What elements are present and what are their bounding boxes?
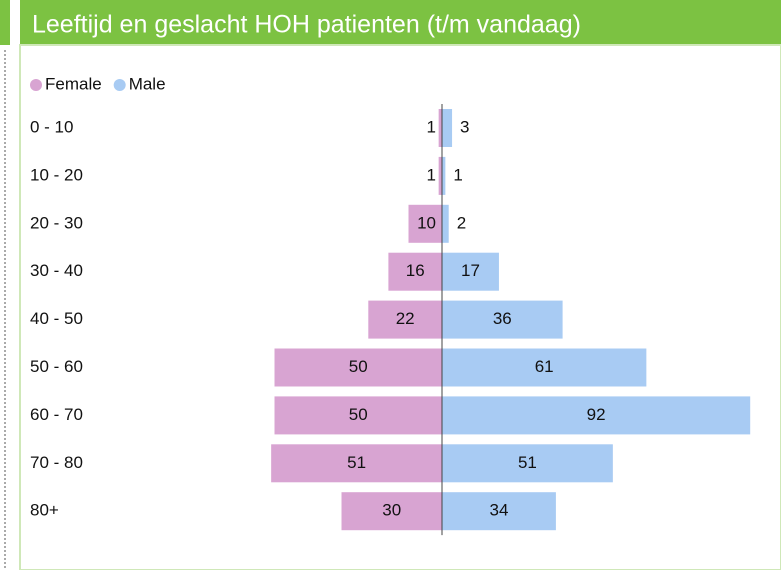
data-label: 22 — [396, 309, 415, 328]
bar — [442, 348, 647, 387]
bar — [442, 300, 563, 339]
data-label: 50 — [349, 357, 368, 376]
chart-title: Leeftijd en geslacht HOH patienten (t/m … — [32, 11, 581, 39]
data-label: 51 — [518, 453, 537, 472]
legend-swatch — [113, 79, 126, 91]
data-label: 30 — [382, 501, 401, 520]
category-label: 10 - 20 — [30, 165, 83, 184]
left-accent — [0, 0, 10, 45]
bar — [442, 492, 556, 531]
bar — [408, 204, 442, 243]
category-label: 30 - 40 — [30, 261, 83, 280]
data-label: 1 — [427, 165, 436, 184]
bar — [341, 492, 442, 531]
data-label: 2 — [457, 213, 466, 232]
data-label: 50 — [349, 405, 368, 424]
bar — [442, 204, 449, 243]
bar — [274, 396, 442, 435]
data-label: 34 — [489, 501, 508, 520]
data-label: 1 — [427, 117, 436, 136]
bar — [442, 444, 613, 483]
bar — [438, 156, 442, 195]
legend-label: Female — [45, 74, 102, 93]
category-label: 50 - 60 — [30, 357, 83, 376]
data-label: 3 — [460, 117, 469, 136]
category-label: 60 - 70 — [30, 405, 83, 424]
category-label: 20 - 30 — [30, 213, 83, 232]
bar — [388, 252, 442, 291]
bar — [442, 156, 446, 195]
data-label: 92 — [587, 405, 606, 424]
header-bar — [20, 0, 781, 45]
bar — [368, 300, 442, 339]
data-label: 36 — [493, 309, 512, 328]
data-label: 10 — [417, 213, 436, 232]
bar — [274, 348, 442, 387]
category-label: 70 - 80 — [30, 453, 83, 472]
bar — [438, 109, 442, 147]
bar — [442, 396, 751, 435]
data-label: 17 — [461, 261, 480, 280]
panel-border — [19, 44, 781, 570]
legend-label: Male — [129, 74, 166, 93]
bar — [442, 252, 499, 291]
bar — [442, 109, 453, 147]
data-label: 16 — [406, 261, 425, 280]
category-label: 40 - 50 — [30, 309, 83, 328]
data-label: 51 — [347, 453, 366, 472]
category-label: 80+ — [30, 501, 59, 520]
bar — [271, 444, 442, 483]
data-label: 61 — [535, 357, 554, 376]
legend-swatch — [30, 79, 42, 91]
category-label: 0 - 10 — [30, 117, 73, 136]
data-label: 1 — [453, 165, 462, 184]
